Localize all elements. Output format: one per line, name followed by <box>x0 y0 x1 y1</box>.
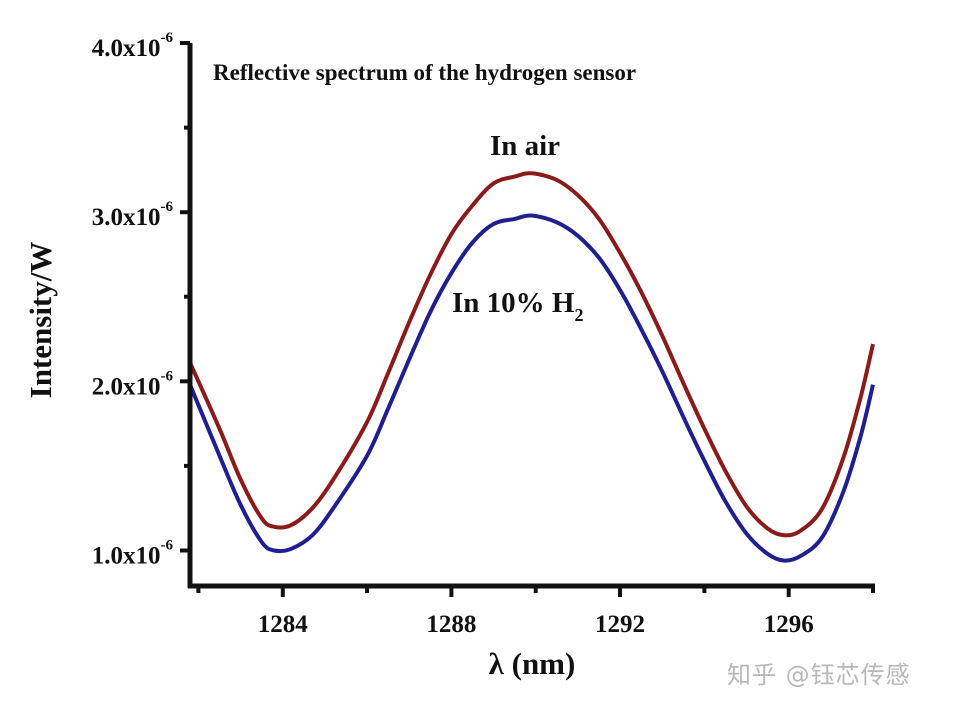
x-tick-label: 1284 <box>258 611 309 638</box>
x-tick-label: 1292 <box>595 611 645 638</box>
series-line-in-10pct-h2 <box>188 213 875 563</box>
annotation-in-h2: In 10% H2 <box>452 287 583 325</box>
annotation-in-h2-main: In 10% H <box>452 287 575 319</box>
y-tick-exponent: -6 <box>161 30 174 46</box>
x-tick-label: 1288 <box>426 611 476 638</box>
x-ticks: 1284 1288 1292 1296 <box>196 586 875 638</box>
series-layer <box>188 171 875 563</box>
y-tick-label: 1.0x10-6 <box>92 538 174 570</box>
y-tick-mantissa: 3.0x10 <box>92 204 161 231</box>
y-tick-label: 2.0x10-6 <box>92 368 174 400</box>
watermark: 知乎 @钰芯传感 <box>727 661 911 689</box>
y-tick-exponent: -6 <box>161 538 174 554</box>
y-tick-mantissa: 4.0x10 <box>92 35 161 62</box>
y-axis-title: Intensity/W <box>23 242 58 399</box>
annotation-in-air: In air <box>490 130 560 162</box>
series-line-in-air <box>188 171 875 538</box>
y-tick-exponent: -6 <box>161 199 174 215</box>
chart-title: Reflective spectrum of the hydrogen sens… <box>213 60 636 85</box>
x-tick-label: 1296 <box>764 611 814 638</box>
y-tick-label: 3.0x10-6 <box>92 199 174 231</box>
y-tick-mantissa: 2.0x10 <box>92 373 161 400</box>
y-ticks: 1.0x10-62.0x10-63.0x10-64.0x10-6 <box>92 30 190 570</box>
y-tick-exponent: -6 <box>161 368 174 384</box>
x-axis-title: λ (nm) <box>489 646 576 681</box>
annotation-in-h2-subscript: 2 <box>574 305 583 325</box>
y-tick-mantissa: 1.0x10 <box>92 543 161 570</box>
y-tick-label: 4.0x10-6 <box>92 30 174 62</box>
